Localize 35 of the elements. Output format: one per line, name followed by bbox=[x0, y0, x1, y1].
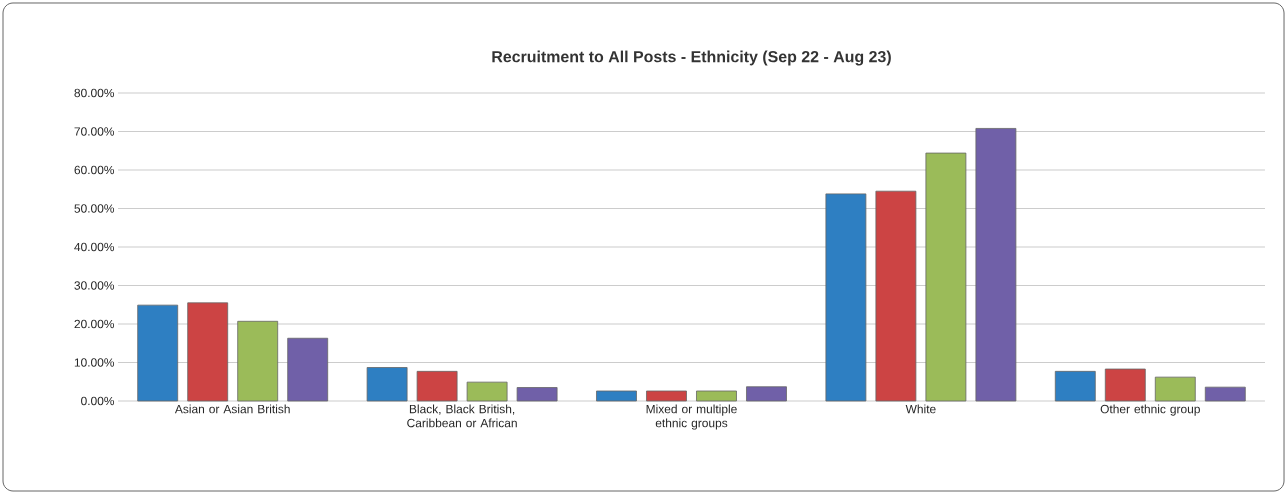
x-tick-label: White bbox=[905, 404, 936, 414]
bar bbox=[875, 190, 917, 402]
bar bbox=[237, 320, 279, 402]
x-tick-label: Black, Black British, Caribbean or African bbox=[407, 404, 517, 428]
bar bbox=[466, 381, 508, 402]
y-tick-label: 20.00% bbox=[74, 319, 115, 329]
bar bbox=[825, 193, 867, 402]
bar bbox=[925, 152, 967, 402]
bar bbox=[137, 304, 179, 402]
y-tick-label: 40.00% bbox=[74, 242, 115, 252]
bar bbox=[746, 386, 787, 402]
bar bbox=[646, 390, 687, 402]
chart-title: Recruitment to All Posts - Ethnicity (Sep 22 - Aug 23) bbox=[492, 50, 891, 66]
y-tick-label: 0.00% bbox=[81, 396, 115, 406]
y-tick-label: 70.00% bbox=[74, 127, 115, 136]
y-tick-label: 10.00% bbox=[74, 358, 115, 367]
x-tick-label: Mixed or multiple ethnic groups bbox=[646, 404, 737, 430]
bar bbox=[516, 387, 558, 402]
bar bbox=[1204, 386, 1246, 402]
y-tick-label: 60.00% bbox=[74, 165, 115, 175]
bar bbox=[416, 370, 458, 402]
bar bbox=[696, 390, 737, 402]
bar bbox=[1154, 376, 1196, 402]
bar bbox=[187, 302, 229, 402]
x-tick-label: Other ethnic group bbox=[1100, 404, 1200, 416]
bar bbox=[975, 128, 1017, 402]
bar bbox=[1054, 370, 1096, 402]
y-tick-label: 50.00% bbox=[74, 204, 115, 213]
bar bbox=[287, 337, 329, 402]
bar bbox=[1104, 368, 1146, 402]
bar bbox=[366, 367, 408, 402]
x-tick-label: Asian or Asian British bbox=[174, 404, 290, 414]
y-tick-label: 80.00% bbox=[74, 88, 115, 98]
y-tick-label: 30.00% bbox=[74, 281, 115, 290]
bar bbox=[596, 390, 637, 402]
